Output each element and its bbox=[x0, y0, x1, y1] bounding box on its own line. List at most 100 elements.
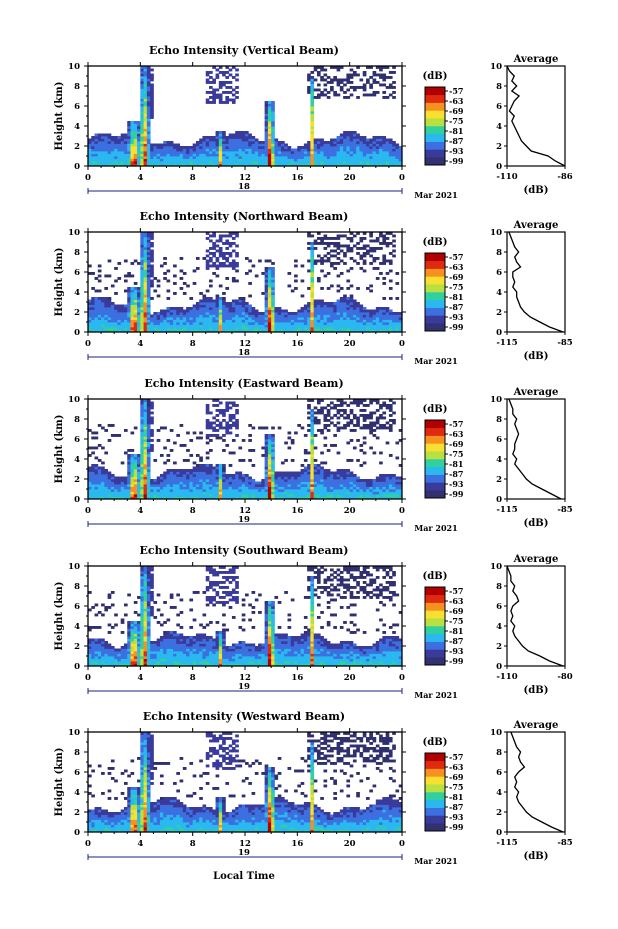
heatmap-cell bbox=[395, 161, 400, 164]
heatmap-cell bbox=[225, 101, 230, 104]
heatmap-cell bbox=[140, 314, 144, 318]
colorbar-segment bbox=[425, 98, 445, 101]
heatmap-cell bbox=[326, 287, 331, 290]
heatmap-cell bbox=[110, 143, 115, 147]
heatmap-cell bbox=[352, 163, 357, 167]
heatmap-cell bbox=[173, 274, 177, 278]
heatmap-cell bbox=[176, 496, 180, 500]
heatmap-cell bbox=[310, 319, 315, 323]
heatmap-cell bbox=[375, 324, 380, 328]
heatmap-cell bbox=[215, 151, 220, 154]
heatmap-cell bbox=[261, 148, 266, 152]
heatmap-cell bbox=[107, 491, 112, 495]
heatmap-cell bbox=[303, 163, 308, 167]
heatmap-cell bbox=[307, 476, 311, 480]
heatmap-cell bbox=[140, 279, 144, 283]
heatmap-cell bbox=[326, 404, 331, 407]
heatmap-cell bbox=[186, 494, 190, 497]
heatmap-cell bbox=[143, 66, 148, 69]
heatmap-cell bbox=[222, 322, 226, 325]
heatmap-cell bbox=[97, 327, 102, 330]
heatmap-cell bbox=[280, 158, 285, 162]
heatmap-cell bbox=[110, 489, 115, 492]
heatmap-cell bbox=[101, 474, 105, 477]
heatmap-cell bbox=[343, 262, 347, 265]
heatmap-cell bbox=[323, 491, 328, 495]
heatmap-cell bbox=[307, 466, 311, 470]
heatmap-cell bbox=[310, 461, 315, 465]
heatmap-cell bbox=[212, 404, 216, 407]
heatmap-cell bbox=[398, 156, 403, 159]
heatmap-cell bbox=[101, 481, 105, 485]
heatmap-cell bbox=[241, 484, 246, 487]
heatmap-cell bbox=[241, 324, 246, 328]
heatmap-cell bbox=[264, 158, 269, 162]
y-tick-label: 6 bbox=[74, 268, 80, 278]
heatmap-cell bbox=[277, 471, 282, 475]
heatmap-cell bbox=[176, 484, 180, 487]
heatmap-cell bbox=[153, 496, 158, 500]
heatmap-cell bbox=[228, 327, 233, 330]
heatmap-cell bbox=[375, 416, 380, 420]
heatmap-cell bbox=[330, 471, 334, 475]
heatmap-cell bbox=[346, 269, 351, 273]
x-tick-label: 4 bbox=[137, 173, 143, 183]
heatmap-cell bbox=[323, 156, 328, 159]
heatmap-cell bbox=[245, 272, 249, 275]
heatmap-cell bbox=[88, 481, 92, 485]
heatmap-cell bbox=[97, 481, 102, 485]
heatmap-cell bbox=[245, 474, 249, 477]
heatmap-cell bbox=[235, 252, 239, 255]
heatmap-cell bbox=[130, 156, 135, 159]
heatmap-cell bbox=[264, 319, 269, 323]
heatmap-cell bbox=[101, 491, 105, 495]
heatmap-cell bbox=[225, 314, 230, 318]
heatmap-cell bbox=[159, 489, 164, 492]
heatmap-cell bbox=[294, 431, 298, 435]
heatmap-cell bbox=[153, 489, 158, 492]
heatmap-cell bbox=[294, 151, 298, 154]
heatmap-cell bbox=[343, 161, 347, 164]
heatmap-cell bbox=[195, 161, 200, 164]
heatmap-cell bbox=[133, 489, 138, 492]
heatmap-cell bbox=[150, 481, 154, 485]
heatmap-cell bbox=[307, 319, 311, 323]
heatmap-cell bbox=[110, 153, 115, 157]
heatmap-cell bbox=[352, 138, 357, 142]
heatmap-cell bbox=[313, 239, 318, 243]
heatmap-cell bbox=[366, 161, 370, 164]
colorbar-segment bbox=[425, 108, 445, 111]
heatmap-cell bbox=[153, 486, 158, 490]
heatmap-cell bbox=[169, 327, 174, 330]
heatmap-cell bbox=[294, 317, 298, 320]
heatmap-cell bbox=[192, 489, 197, 492]
heatmap-cell bbox=[372, 78, 377, 82]
heatmap-cell bbox=[362, 489, 367, 492]
heatmap-cell bbox=[130, 317, 135, 320]
heatmap-cell bbox=[101, 466, 105, 470]
heatmap-cell bbox=[277, 312, 282, 315]
heatmap-cell bbox=[382, 91, 387, 94]
heatmap-cell bbox=[166, 496, 171, 500]
heatmap-cell bbox=[166, 146, 171, 149]
heatmap-cell bbox=[127, 329, 131, 333]
heatmap-cell bbox=[343, 317, 347, 320]
heatmap-cell bbox=[209, 489, 213, 492]
heatmap-cell bbox=[146, 287, 151, 290]
heatmap-cell bbox=[140, 76, 144, 79]
heatmap-cell bbox=[258, 143, 262, 147]
heatmap-cell bbox=[101, 471, 105, 475]
heatmap-cell bbox=[307, 73, 311, 77]
heatmap-cell bbox=[297, 161, 301, 164]
heatmap-cell bbox=[372, 479, 377, 482]
heatmap-cell bbox=[143, 133, 148, 137]
heatmap-cell bbox=[146, 274, 151, 278]
heatmap-cell bbox=[251, 327, 256, 330]
heatmap-cell bbox=[205, 479, 210, 482]
heatmap-cell bbox=[323, 93, 328, 97]
heatmap-cell bbox=[101, 141, 105, 144]
heatmap-cell bbox=[303, 148, 308, 152]
heatmap-cell bbox=[137, 133, 141, 137]
heatmap-cell bbox=[303, 471, 308, 475]
heatmap-cell bbox=[215, 274, 220, 278]
